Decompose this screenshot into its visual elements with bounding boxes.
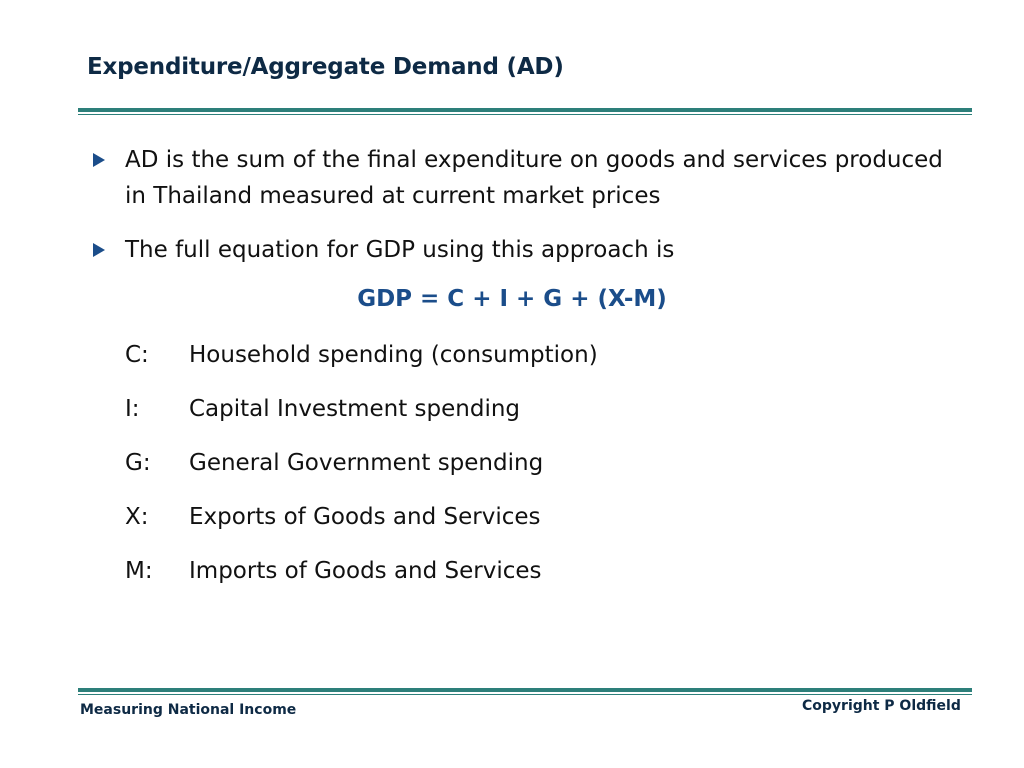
definition-text: Exports of Goods and Services <box>189 504 541 530</box>
title-divider <box>78 108 972 112</box>
definition-text: Household spending (consumption) <box>189 342 598 368</box>
definition-key: G: <box>125 450 151 476</box>
definition-key: C: <box>125 342 149 368</box>
bullet-item: The full equation for GDP using this app… <box>91 232 961 268</box>
bullet-item: AD is the sum of the final expenditure o… <box>91 142 961 214</box>
triangle-bullet-icon <box>93 153 105 167</box>
definition-key: X: <box>125 504 149 530</box>
title-divider-thin <box>78 114 972 115</box>
definition-text: General Government spending <box>189 450 544 476</box>
definition-text: Imports of Goods and Services <box>189 558 542 584</box>
definition-row: I: Capital Investment spending <box>125 396 520 422</box>
slide-title: Expenditure/Aggregate Demand (AD) <box>87 54 564 80</box>
footer-copyright: Copyright P Oldfield <box>802 698 961 714</box>
definition-row: X: Exports of Goods and Services <box>125 504 541 530</box>
footer-title: Measuring National Income <box>80 702 297 718</box>
definition-row: M: Imports of Goods and Services <box>125 558 542 584</box>
footer-divider <box>78 688 972 692</box>
definition-row: C: Household spending (consumption) <box>125 342 598 368</box>
definition-row: G: General Government spending <box>125 450 543 476</box>
bullet-text: The full equation for GDP using this app… <box>125 237 675 263</box>
definition-text: Capital Investment spending <box>189 396 521 422</box>
footer-divider-thin <box>78 694 972 695</box>
definition-key: M: <box>125 558 153 584</box>
definition-key: I: <box>125 396 140 422</box>
bullet-text: AD is the sum of the final expenditure o… <box>125 147 943 209</box>
triangle-bullet-icon <box>93 243 105 257</box>
gdp-equation: GDP = C + I + G + (X-M) <box>357 286 667 312</box>
